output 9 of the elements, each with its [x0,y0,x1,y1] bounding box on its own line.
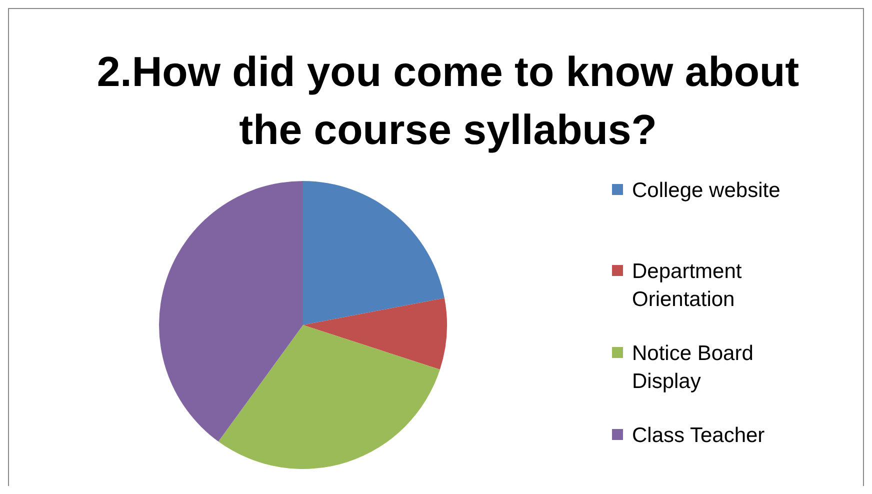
legend-label: Class Teacher [632,424,765,447]
chart-title: 2.How did you come to know about the course syllabus? [96,48,800,153]
pie-slice [159,181,303,442]
legend-label: Department Orientation [632,260,742,311]
legend-label: Notice Board Display [632,342,754,393]
pie-slice [303,298,447,370]
pie-slice [218,325,440,469]
pie-slice [303,181,444,325]
legend-label: College website [632,179,780,202]
